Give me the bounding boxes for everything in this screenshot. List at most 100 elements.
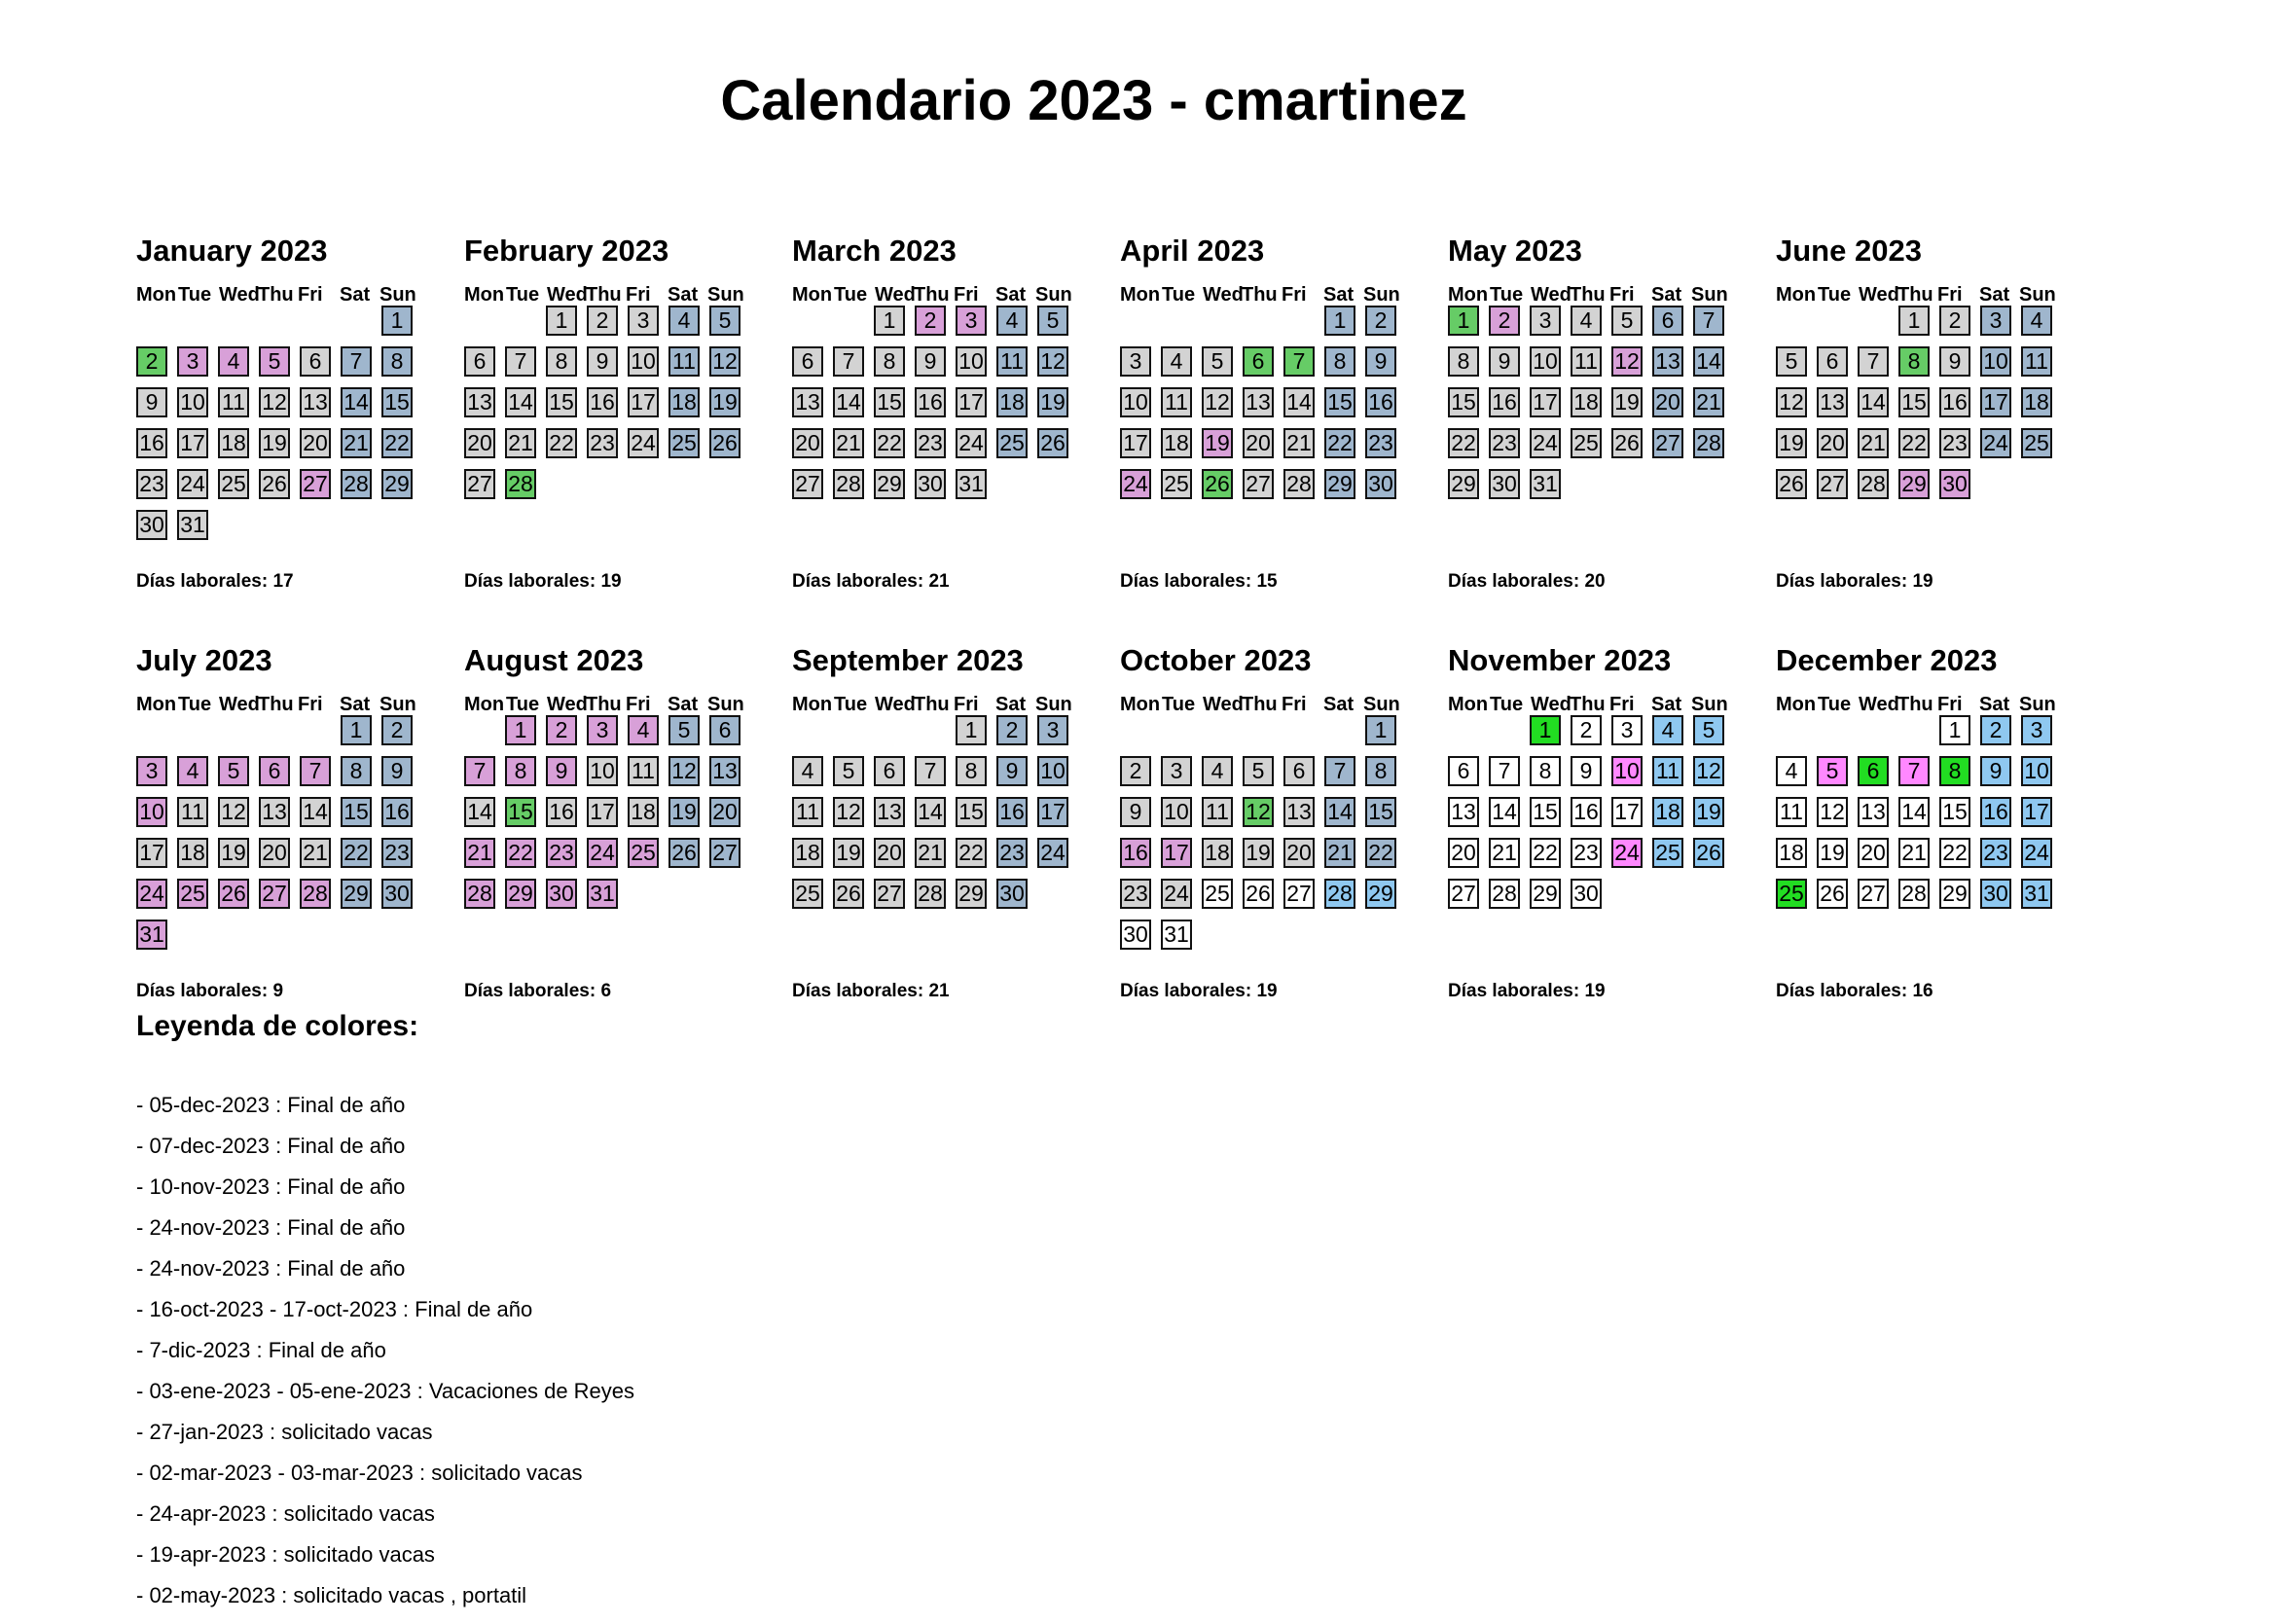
day-cell: 8 bbox=[381, 346, 413, 377]
day-cell: 6 bbox=[464, 346, 495, 377]
day-cell: 31 bbox=[2021, 879, 2052, 909]
day-cell: 21 bbox=[1324, 838, 1355, 868]
day-cell: 22 bbox=[956, 838, 987, 868]
weekday-label: Fri bbox=[1609, 694, 1635, 715]
day-cell: 17 bbox=[587, 797, 618, 827]
weekday-label: Mon bbox=[792, 694, 833, 715]
weekday-label: Sun bbox=[2019, 694, 2056, 715]
weekday-label: Mon bbox=[1120, 694, 1161, 715]
day-cell: 11 bbox=[218, 387, 249, 417]
day-cell: 9 bbox=[1939, 346, 1970, 377]
day-cell: 8 bbox=[341, 756, 372, 786]
day-cell: 9 bbox=[546, 756, 577, 786]
day-cell: 26 bbox=[1202, 469, 1233, 499]
legend-title: Leyenda de colores: bbox=[136, 1010, 419, 1042]
weekday-label: Mon bbox=[136, 694, 177, 715]
day-cell: 26 bbox=[1243, 879, 1274, 909]
day-cell: 30 bbox=[546, 879, 577, 909]
worked-days: Días laborales: 15 bbox=[1120, 571, 1278, 592]
day-cell: 25 bbox=[177, 879, 208, 909]
day-cell: 28 bbox=[833, 469, 864, 499]
day-cell: 20 bbox=[300, 428, 331, 458]
weekday-label: Wed bbox=[875, 694, 916, 715]
day-cell: 13 bbox=[300, 387, 331, 417]
day-cell: 12 bbox=[1817, 797, 1848, 827]
day-cell: 1 bbox=[1898, 306, 1930, 336]
day-cell: 3 bbox=[1611, 715, 1643, 745]
legend-item: - 10-nov-2023 : Final de año bbox=[136, 1174, 406, 1199]
day-cell: 20 bbox=[259, 838, 290, 868]
day-cell: 4 bbox=[1202, 756, 1233, 786]
day-cell: 31 bbox=[1530, 469, 1561, 499]
day-cell: 29 bbox=[956, 879, 987, 909]
day-cell: 2 bbox=[546, 715, 577, 745]
weekday-label: Wed bbox=[1203, 284, 1244, 306]
day-cell: 7 bbox=[1489, 756, 1520, 786]
legend-item: - 02-may-2023 : solicitado vacas , porta… bbox=[136, 1583, 527, 1607]
day-cell: 9 bbox=[1980, 756, 2011, 786]
day-cell: 26 bbox=[668, 838, 700, 868]
day-cell: 1 bbox=[381, 306, 413, 336]
day-cell: 8 bbox=[1448, 346, 1479, 377]
legend-item: - 19-apr-2023 : solicitado vacas bbox=[136, 1542, 435, 1567]
weekday-label: Mon bbox=[1776, 284, 1817, 306]
day-cell: 4 bbox=[2021, 306, 2052, 336]
day-cell: 7 bbox=[1693, 306, 1724, 336]
day-cell: 18 bbox=[218, 428, 249, 458]
day-cell: 21 bbox=[1489, 838, 1520, 868]
month-11: November 2023 Mon Tue Wed Thu Fri Sat Sun 1 2 3 4 5 6… bbox=[1448, 643, 1759, 1013]
day-cell: 3 bbox=[956, 306, 987, 336]
day-cell: 5 bbox=[1037, 306, 1068, 336]
day-cell: 30 bbox=[1939, 469, 1970, 499]
day-cell: 3 bbox=[1161, 756, 1192, 786]
day-cell: 20 bbox=[464, 428, 495, 458]
day-cell: 3 bbox=[628, 306, 659, 336]
day-cell: 29 bbox=[341, 879, 372, 909]
day-cell: 29 bbox=[1324, 469, 1355, 499]
weekday-label: Mon bbox=[136, 284, 177, 306]
month-1: January 2023 Mon Tue Wed Thu Fri Sat Sun 1 2 3 4 5 6 7… bbox=[136, 234, 448, 603]
day-cell: 20 bbox=[1283, 838, 1315, 868]
day-cell: 30 bbox=[1980, 879, 2011, 909]
worked-days: Días laborales: 20 bbox=[1448, 571, 1606, 592]
weekday-label: Thu bbox=[586, 694, 622, 715]
month-title: October 2023 bbox=[1120, 643, 1312, 677]
day-cell: 6 bbox=[1283, 756, 1315, 786]
weekday-label: Fri bbox=[298, 284, 323, 306]
day-cell: 11 bbox=[1776, 797, 1807, 827]
day-cell: 15 bbox=[1324, 387, 1355, 417]
day-cell: 19 bbox=[259, 428, 290, 458]
day-cell: 24 bbox=[1120, 469, 1151, 499]
weekday-label: Sun bbox=[379, 284, 416, 306]
day-cell: 19 bbox=[1817, 838, 1848, 868]
day-cell: 10 bbox=[2021, 756, 2052, 786]
worked-days: Días laborales: 19 bbox=[1120, 981, 1278, 1001]
day-cell: 17 bbox=[177, 428, 208, 458]
day-cell: 21 bbox=[300, 838, 331, 868]
day-cell: 6 bbox=[709, 715, 741, 745]
day-cell: 17 bbox=[628, 387, 659, 417]
day-cell: 21 bbox=[1693, 387, 1724, 417]
weekday-label: Mon bbox=[1448, 694, 1489, 715]
day-cell: 11 bbox=[1202, 797, 1233, 827]
legend-item: - 27-jan-2023 : solicitado vacas bbox=[136, 1420, 433, 1444]
day-cell: 17 bbox=[1530, 387, 1561, 417]
day-cell: 28 bbox=[464, 879, 495, 909]
day-cell: 9 bbox=[1571, 756, 1602, 786]
day-cell: 24 bbox=[177, 469, 208, 499]
day-cell: 27 bbox=[709, 838, 741, 868]
weekday-label: Thu bbox=[914, 694, 950, 715]
day-cell: 14 bbox=[1283, 387, 1315, 417]
weekday-label: Fri bbox=[1609, 284, 1635, 306]
weekday-label: Fri bbox=[1282, 694, 1307, 715]
day-cell: 28 bbox=[300, 879, 331, 909]
day-cell: 3 bbox=[2021, 715, 2052, 745]
day-cell: 4 bbox=[792, 756, 823, 786]
weekday-label: Thu bbox=[258, 284, 294, 306]
day-cell: 22 bbox=[505, 838, 536, 868]
day-cell: 25 bbox=[2021, 428, 2052, 458]
day-cell: 14 bbox=[833, 387, 864, 417]
day-cell: 19 bbox=[833, 838, 864, 868]
day-cell: 15 bbox=[1365, 797, 1396, 827]
day-cell: 27 bbox=[259, 879, 290, 909]
